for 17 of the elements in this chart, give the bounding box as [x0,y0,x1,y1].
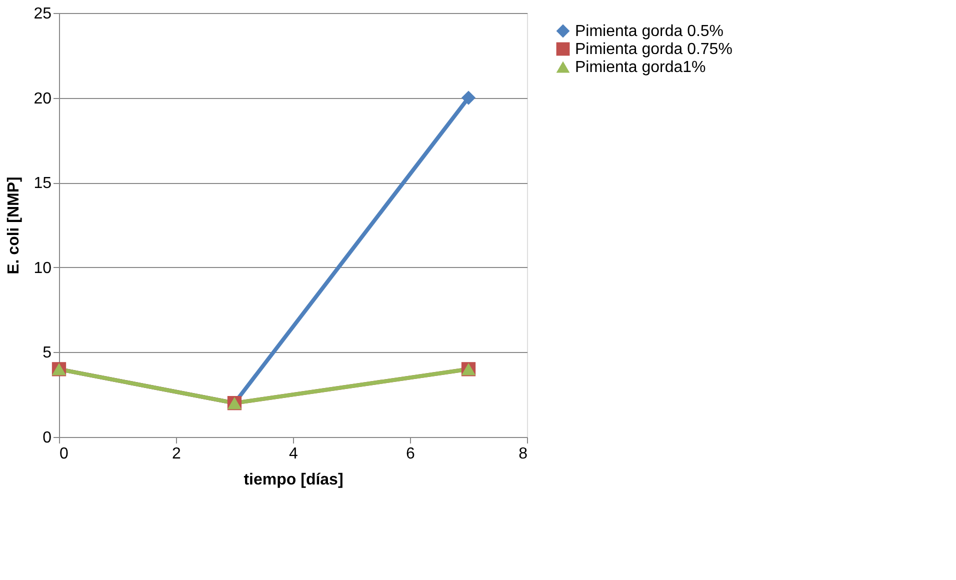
x-tick-label: 6 [406,446,416,462]
x-axis-title: tiempo [días] [244,472,344,488]
y-tick-label: 20 [34,90,52,108]
y-tick-label: 25 [34,6,52,22]
point [461,90,476,105]
y-tick-label: 0 [42,430,52,446]
legend-label: Pimienta gorda 0.75% [575,41,732,58]
y-tick-label: 15 [34,175,52,192]
legend-label: Pimienta gorda1% [575,59,706,76]
x-tick-label: 2 [172,446,182,462]
x-tick-label: 0 [60,446,68,462]
y-tick-label: 5 [42,344,52,362]
y-tick-label: 10 [34,260,52,277]
x-tick-label: 4 [289,446,298,462]
y-axis-title: E. coli [NMP] [6,176,23,274]
x-tick-label: 8 [518,446,528,462]
legend-label: Pimienta gorda 0.5% [575,23,724,40]
